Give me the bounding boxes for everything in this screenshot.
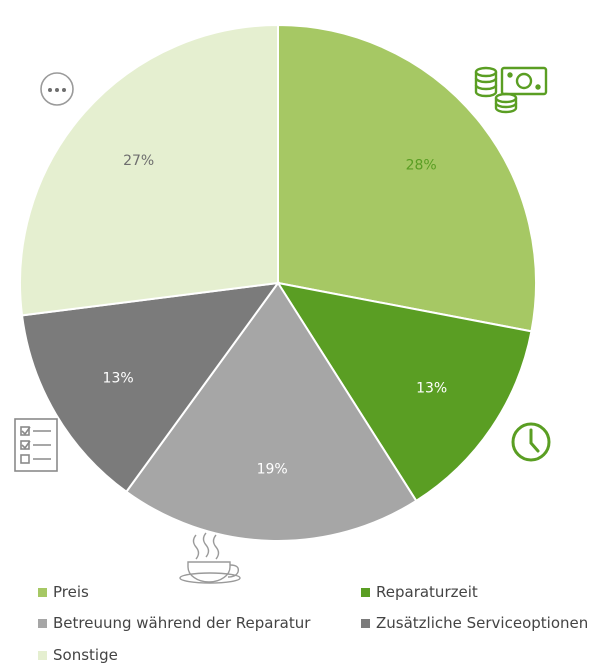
- clock-icon: [511, 422, 551, 462]
- pie-slice-5: [19, 23, 279, 317]
- checklist-icon: [14, 418, 58, 472]
- pie-slice-2: [275, 281, 533, 503]
- pie-slices: [19, 23, 537, 542]
- more-icon: [40, 72, 74, 106]
- slice-label-4: 13%: [103, 371, 134, 387]
- money-icon: [474, 66, 548, 114]
- slice-labels: 28% 13% 19% 13% 27%: [103, 153, 448, 478]
- pie-slice-3: [124, 281, 418, 542]
- slice-label-5: 27%: [123, 153, 154, 169]
- pie-slice-4: [20, 281, 281, 494]
- pie-slice-1: [277, 23, 537, 333]
- slice-label-1: 28%: [406, 158, 437, 174]
- slice-label-2: 13%: [416, 380, 447, 396]
- slice-label-3: 19%: [257, 462, 288, 478]
- coffee-cup-icon: [179, 532, 241, 584]
